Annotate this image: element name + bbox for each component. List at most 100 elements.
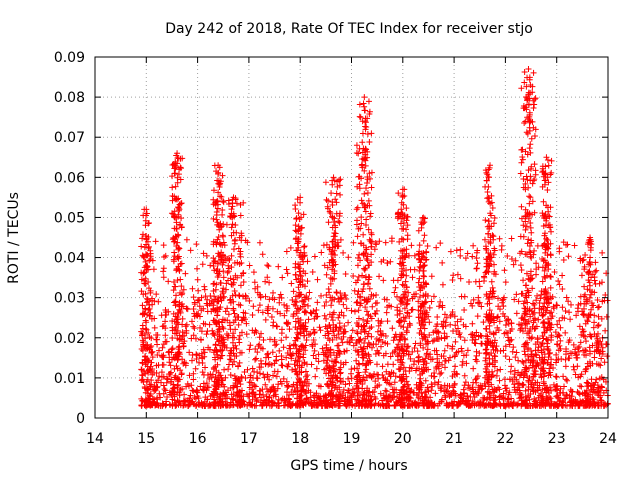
data-point	[294, 388, 301, 395]
data-point	[360, 250, 367, 257]
data-point	[217, 294, 224, 301]
data-point	[188, 357, 195, 364]
axis-ticks	[94, 56, 609, 419]
data-point	[504, 395, 511, 402]
data-point	[205, 344, 212, 351]
data-point	[194, 297, 201, 304]
data-point	[544, 236, 551, 243]
data-point	[236, 234, 243, 241]
data-point	[175, 316, 182, 323]
data-point	[160, 361, 167, 368]
data-point	[302, 378, 309, 385]
data-point	[350, 239, 357, 246]
data-point	[416, 386, 423, 393]
data-point	[248, 379, 255, 386]
x-tick-label: 21	[445, 431, 463, 447]
data-point	[323, 271, 330, 278]
data-point	[369, 303, 376, 310]
data-point	[323, 292, 330, 299]
data-point	[590, 324, 597, 331]
data-point	[434, 314, 441, 321]
data-point	[368, 344, 375, 351]
data-point	[441, 388, 448, 395]
data-point	[371, 246, 378, 253]
data-point	[315, 382, 322, 389]
data-point	[295, 238, 302, 245]
data-point	[387, 353, 394, 360]
data-point	[236, 388, 243, 395]
data-point	[147, 384, 154, 391]
data-point	[283, 354, 290, 361]
data-point	[160, 268, 167, 275]
data-point	[300, 402, 307, 409]
data-point	[361, 339, 368, 346]
data-point	[484, 394, 491, 401]
data-point	[518, 248, 525, 255]
data-point	[498, 242, 505, 249]
data-point	[292, 202, 299, 209]
data-point	[363, 123, 370, 130]
data-point	[529, 334, 536, 341]
data-point	[217, 256, 224, 263]
data-point	[415, 298, 422, 305]
data-point	[330, 174, 337, 181]
data-point	[163, 379, 170, 386]
data-point	[531, 176, 538, 183]
data-point	[447, 354, 454, 361]
data-point	[257, 294, 264, 301]
data-point	[395, 353, 402, 360]
data-point	[593, 389, 600, 396]
data-point	[203, 252, 210, 259]
data-point	[540, 324, 547, 331]
data-point	[539, 339, 546, 346]
data-point	[423, 351, 430, 358]
data-point	[173, 243, 180, 250]
data-point	[411, 344, 418, 351]
data-point	[503, 317, 510, 324]
data-point	[266, 279, 273, 286]
data-point	[599, 249, 606, 256]
data-point	[323, 298, 330, 305]
data-point	[216, 398, 223, 405]
data-point	[555, 277, 562, 284]
data-point	[527, 220, 534, 227]
data-point	[533, 260, 540, 267]
data-point	[287, 244, 294, 251]
data-point	[485, 166, 492, 173]
data-point	[264, 351, 271, 358]
data-point	[141, 244, 148, 251]
data-point	[362, 208, 369, 215]
data-point	[380, 277, 387, 284]
data-point	[173, 266, 180, 273]
data-point	[210, 317, 217, 324]
data-point	[494, 314, 501, 321]
x-tick-label: 16	[189, 431, 207, 447]
data-point	[334, 183, 341, 190]
data-point	[311, 347, 318, 354]
data-point	[213, 281, 220, 288]
data-point	[462, 379, 469, 386]
data-point	[499, 394, 506, 401]
data-point	[208, 374, 215, 381]
data-point	[599, 351, 606, 358]
data-point	[362, 222, 369, 229]
data-point	[398, 215, 405, 222]
data-point	[586, 398, 593, 405]
data-point	[335, 328, 342, 335]
data-point	[300, 211, 307, 218]
data-point	[202, 364, 209, 371]
data-point	[304, 258, 311, 265]
data-point	[522, 368, 529, 375]
data-point	[175, 401, 182, 408]
data-point	[492, 271, 499, 278]
data-point	[303, 337, 310, 344]
data-point	[535, 344, 542, 351]
data-point	[545, 289, 552, 296]
data-point	[484, 388, 491, 395]
data-point	[238, 230, 245, 237]
data-point	[265, 350, 272, 357]
data-point	[143, 235, 150, 242]
data-point	[413, 384, 420, 391]
data-point	[329, 336, 336, 343]
data-point	[231, 287, 238, 294]
